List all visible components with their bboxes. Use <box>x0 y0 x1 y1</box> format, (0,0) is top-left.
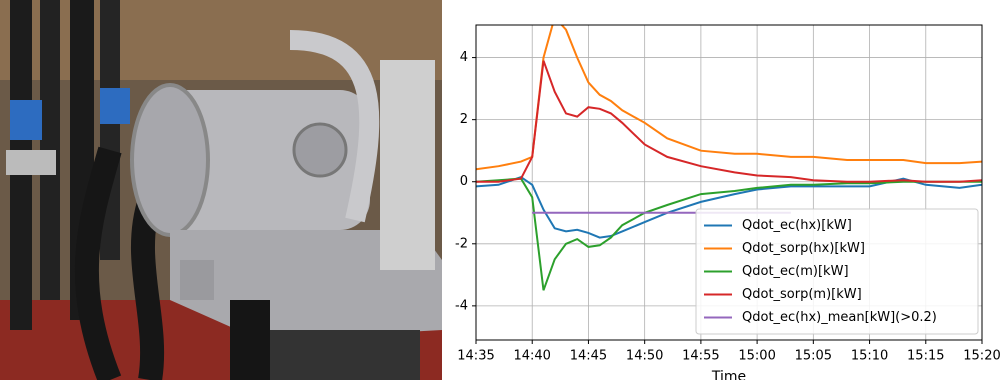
y-tick-label: 0 <box>460 174 468 189</box>
x-tick-label: 14:50 <box>626 349 663 364</box>
legend-label: Qdot_sorp(hx)[kW] <box>742 241 865 256</box>
legend: Qdot_ec(hx)[kW] Qdot_sorp(hx)[kW] Qdot_ec(… <box>695 208 979 335</box>
y-tick-label: -2 <box>455 236 468 251</box>
x-tick-label: 15:10 <box>851 349 888 364</box>
y-tick-label: 2 <box>460 112 468 127</box>
plot-frame <box>475 24 983 341</box>
legend-label: Qdot_sorp(m)[kW] <box>742 287 862 302</box>
series-line <box>476 25 982 171</box>
x-tick-label: 15:15 <box>907 349 944 364</box>
series-line <box>476 60 982 183</box>
x-tick-label: 15:00 <box>738 349 775 364</box>
legend-label: Qdot_ec(m)[kW] <box>742 264 849 279</box>
photo <box>0 0 442 380</box>
series-line <box>476 175 982 239</box>
x-tick-label: 14:35 <box>457 349 494 364</box>
x-tick-label: 15:20 <box>963 349 1000 364</box>
x-tick-label: 15:05 <box>795 349 832 364</box>
x-tick-label: 14:55 <box>682 349 719 364</box>
legend-label: Qdot_ec(hx)[kW] <box>742 218 852 233</box>
legend-box <box>695 208 979 335</box>
x-axis-label: Time <box>711 369 746 380</box>
x-tick-label: 14:45 <box>570 349 607 364</box>
y-tick-label: -4 <box>455 298 468 313</box>
x-tick-label: 14:40 <box>513 349 550 364</box>
y-tick-label: 4 <box>460 50 468 65</box>
legend-label: Qdot_ec(hx)_mean[kW](>0.2) <box>742 310 937 325</box>
